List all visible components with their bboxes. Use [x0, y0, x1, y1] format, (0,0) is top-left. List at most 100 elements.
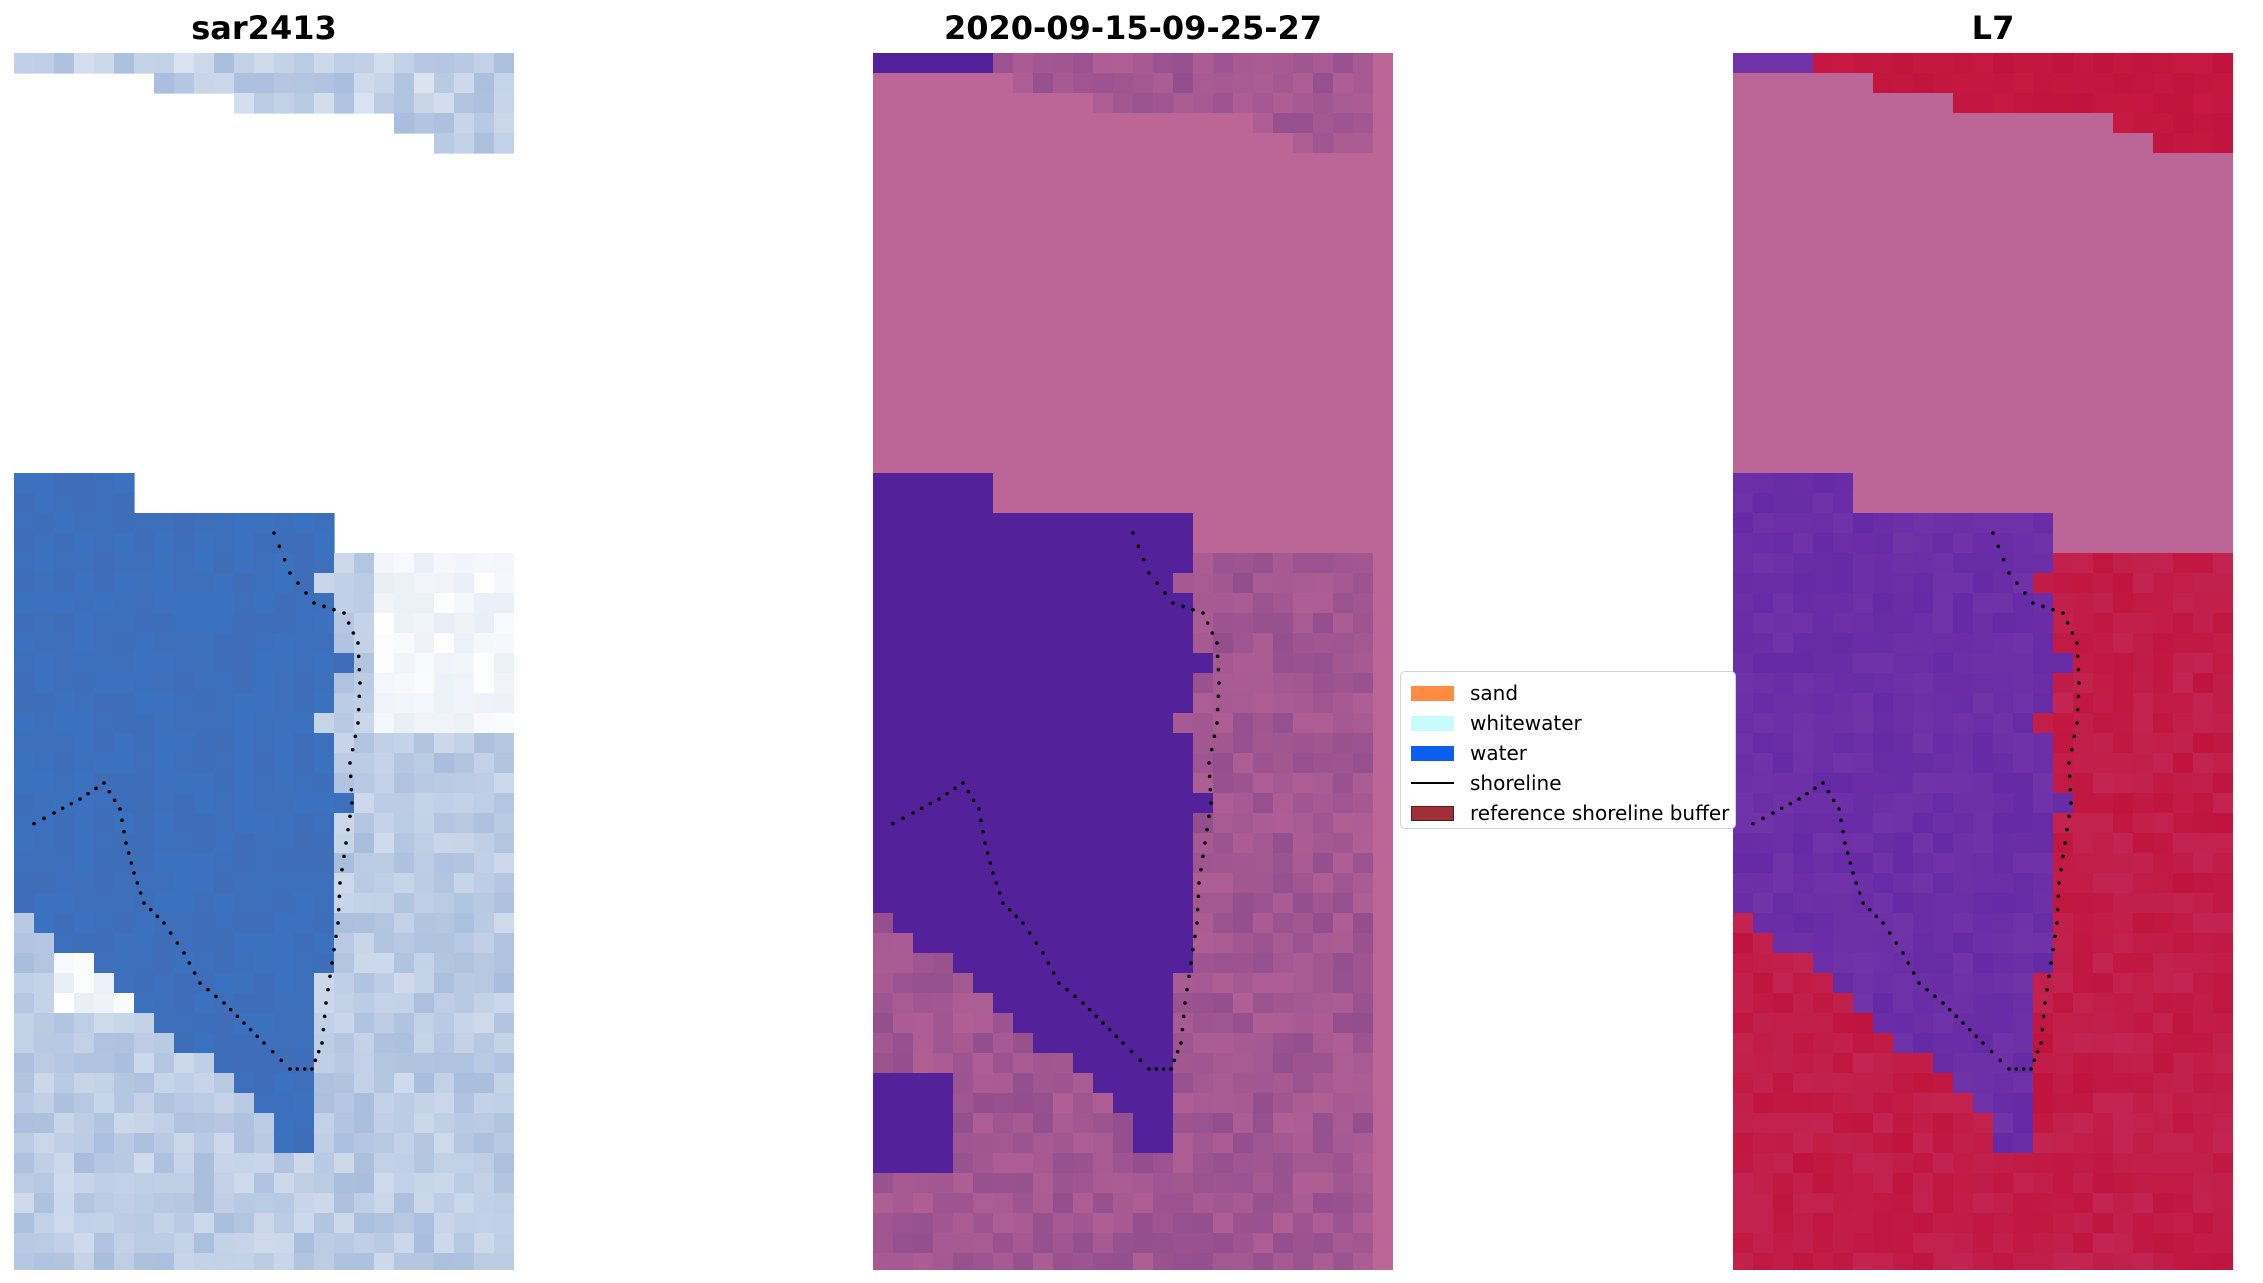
- raster-cell: [1753, 773, 1774, 794]
- shoreline-point: [126, 851, 131, 855]
- raster-cell: [1173, 913, 1194, 934]
- shoreline-point: [2056, 894, 2061, 899]
- raster-cell: [54, 1173, 75, 1194]
- raster-cell: [1273, 713, 1294, 734]
- raster-cell: [953, 973, 974, 994]
- raster-cell: [1113, 1013, 1134, 1034]
- raster-cell: [174, 853, 195, 874]
- raster-cell: [1793, 573, 1814, 594]
- raster-cell: [1213, 813, 1234, 834]
- raster-cell: [114, 733, 135, 754]
- raster-cell: [1113, 673, 1134, 694]
- raster-cell: [1973, 953, 1994, 974]
- raster-cell: [1753, 633, 1774, 654]
- raster-cell: [1233, 1253, 1254, 1270]
- raster-cell: [1153, 1193, 1174, 1214]
- raster-cell: [214, 873, 235, 894]
- raster-cell: [34, 1133, 55, 1154]
- raster-cell: [194, 713, 215, 734]
- raster-cell: [2093, 833, 2114, 854]
- raster-cell: [1253, 213, 1274, 234]
- raster-cell: [1993, 1093, 2014, 1114]
- raster-cell: [1253, 673, 1274, 694]
- raster-cell: [1213, 773, 1234, 794]
- raster-cell: [274, 1153, 295, 1174]
- raster-cell: [1093, 213, 1114, 234]
- raster-cell: [1733, 633, 1754, 654]
- raster-cell: [1293, 1053, 1314, 1074]
- raster-cell: [34, 793, 55, 814]
- raster-cell: [1273, 773, 1294, 794]
- shoreline-point: [1101, 1021, 1105, 1025]
- raster-cell: [1853, 1053, 1874, 1074]
- raster-cell: [1973, 1013, 1994, 1034]
- raster-cell: [1933, 733, 1954, 754]
- raster-cell: [2173, 153, 2194, 174]
- raster-cell: [893, 533, 914, 554]
- raster-cell: [913, 73, 934, 94]
- raster-cell: [134, 1053, 155, 1074]
- raster-cell: [454, 853, 475, 874]
- raster-cell: [1253, 933, 1274, 954]
- raster-cell: [1933, 93, 1954, 114]
- raster-cell: [2213, 533, 2233, 554]
- raster-cell: [1773, 1153, 1794, 1174]
- raster-cell: [973, 693, 994, 714]
- raster-cell: [933, 1073, 954, 1094]
- raster-cell: [1913, 1213, 1934, 1234]
- raster-cell: [1133, 613, 1154, 634]
- raster-cell: [2153, 133, 2174, 154]
- raster-cell: [114, 553, 135, 574]
- raster-cell: [1813, 1093, 1834, 1114]
- raster-cell: [1313, 633, 1334, 654]
- raster-cell: [1213, 973, 1234, 994]
- raster-cell: [274, 933, 295, 954]
- raster-cell: [1993, 1053, 2014, 1074]
- raster-cell: [873, 653, 894, 674]
- raster-cell: [1213, 313, 1234, 334]
- raster-cell: [1793, 193, 1814, 214]
- raster-cell: [294, 53, 315, 74]
- shoreline-point: [2007, 1067, 2011, 1071]
- raster-cell: [1753, 93, 1774, 114]
- raster-cell: [2053, 633, 2074, 654]
- legend-item-whitewater: whitewater: [1411, 708, 1735, 738]
- raster-cell: [214, 1193, 235, 1214]
- raster-cell: [2113, 973, 2134, 994]
- raster-cell: [474, 1073, 495, 1094]
- raster-cell: [1893, 93, 1914, 114]
- raster-cell: [334, 713, 355, 734]
- raster-cell: [274, 1073, 295, 1094]
- raster-cell: [214, 893, 235, 914]
- raster-cell: [294, 593, 315, 614]
- raster-cell: [1913, 1253, 1934, 1270]
- raster-cell: [494, 73, 514, 94]
- raster-cell: [2013, 433, 2034, 454]
- raster-cell: [434, 1093, 455, 1114]
- raster-cell: [1873, 93, 1894, 114]
- raster-cell: [1033, 753, 1054, 774]
- raster-cell: [2073, 493, 2094, 514]
- raster-cell: [1353, 1053, 1374, 1074]
- raster-cell: [1933, 773, 1954, 794]
- raster-cell: [134, 1013, 155, 1034]
- raster-cell: [1053, 393, 1074, 414]
- raster-cell: [1073, 1153, 1094, 1174]
- raster-cell: [2093, 1193, 2114, 1214]
- raster-cell: [1033, 1173, 1054, 1194]
- raster-cell: [1873, 393, 1894, 414]
- raster-cell: [913, 753, 934, 774]
- raster-cell: [1753, 1213, 1774, 1234]
- raster-cell: [1933, 1173, 1954, 1194]
- raster-cell: [1733, 753, 1754, 774]
- raster-cell: [194, 53, 215, 74]
- raster-cell: [2213, 493, 2233, 514]
- shoreline-point: [357, 667, 362, 672]
- raster-cell: [1093, 1193, 1114, 1214]
- raster-cell: [494, 713, 514, 734]
- raster-cell: [913, 913, 934, 934]
- shoreline-point: [1906, 961, 1911, 965]
- raster-cell: [2173, 1153, 2194, 1174]
- raster-cell: [1013, 733, 1034, 754]
- raster-cell: [1833, 293, 1854, 314]
